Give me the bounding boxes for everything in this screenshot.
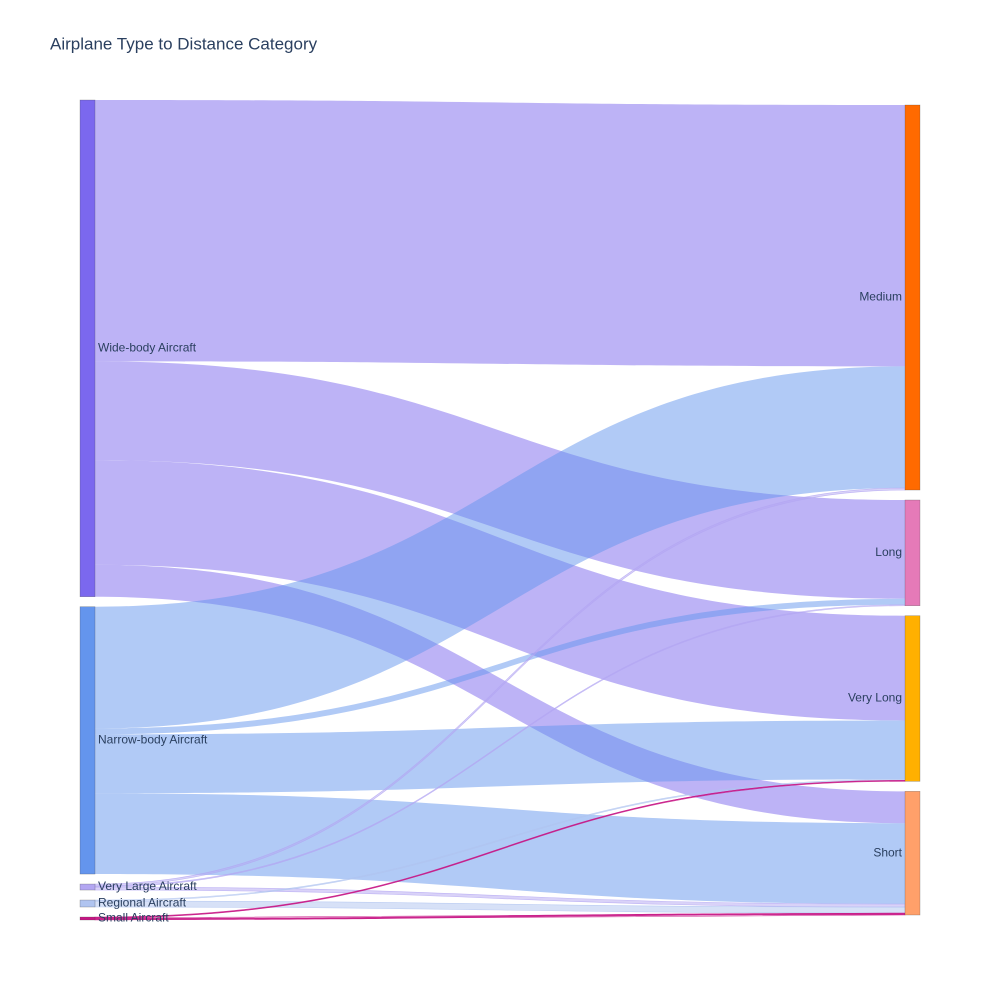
node-label: Very Long <box>848 691 902 705</box>
node-label: Narrow-body Aircraft <box>98 733 208 747</box>
node <box>904 791 921 916</box>
node-label: Wide-body Aircraft <box>98 341 197 355</box>
node-label: Very Large Aircraft <box>98 879 197 893</box>
node-label: Regional Aircraft <box>98 896 187 910</box>
node-label: Long <box>875 545 902 559</box>
node <box>79 883 96 891</box>
link <box>95 361 905 599</box>
node <box>79 99 96 597</box>
node-label: Small Aircraft <box>98 911 169 925</box>
node <box>79 899 96 908</box>
node <box>904 104 921 491</box>
node <box>904 499 921 606</box>
link <box>94 912 906 921</box>
node <box>79 916 96 921</box>
link <box>95 598 905 735</box>
links <box>94 100 906 921</box>
node <box>79 606 96 875</box>
link <box>95 720 905 794</box>
node-label: Short <box>873 845 902 859</box>
link <box>95 100 905 367</box>
chart-title: Airplane Type to Distance Category <box>50 34 318 53</box>
node <box>904 615 921 782</box>
nodes: Wide-body Aircraft Narrow-body Aircraft Ve… <box>79 99 921 925</box>
link <box>95 366 905 729</box>
node-label: Medium <box>859 290 902 304</box>
link <box>95 564 905 824</box>
